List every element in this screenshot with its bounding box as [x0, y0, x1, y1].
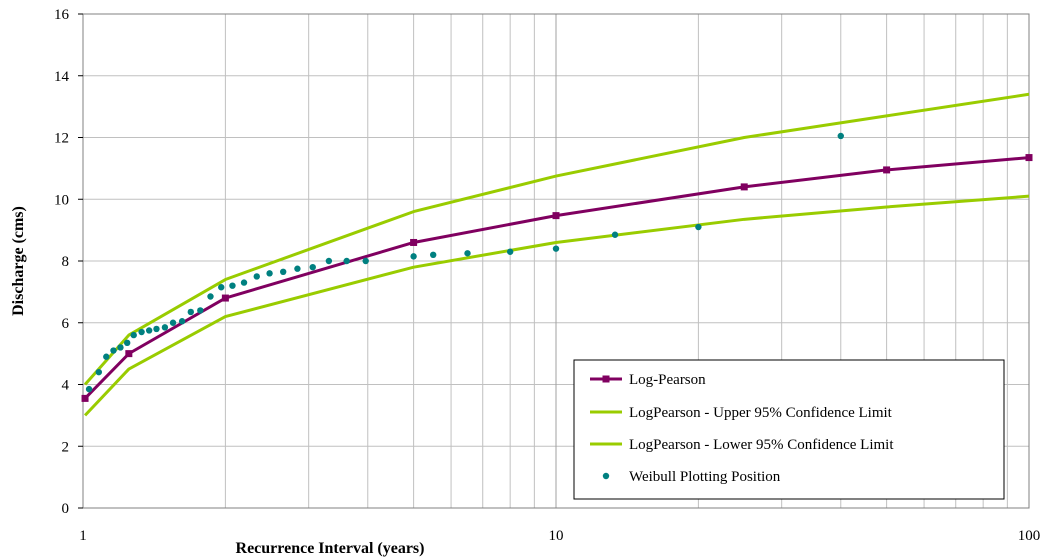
data-point	[553, 245, 559, 251]
x-axis-title: Recurrence Interval (years)	[236, 540, 425, 557]
legend-marker-log-pearson	[603, 376, 610, 383]
data-point	[222, 295, 229, 302]
data-point	[326, 258, 332, 264]
y-tick-label: 8	[62, 254, 70, 270]
x-axis: 1 10 100	[79, 528, 1040, 544]
legend-label-weibull: Weibull Plotting Position	[629, 469, 781, 485]
data-point	[266, 270, 272, 276]
y-tick-label: 16	[54, 7, 70, 23]
data-point	[344, 258, 350, 264]
data-point	[254, 273, 260, 279]
data-point	[131, 332, 137, 338]
data-point	[86, 386, 92, 392]
data-point	[103, 354, 109, 360]
y-tick-label: 10	[54, 192, 69, 208]
data-point	[430, 252, 436, 258]
legend-label-lower-limit: LogPearson - Lower 95% Confidence Limit	[629, 437, 894, 453]
y-axis: 0 2 4 6 8 10 12 14 16	[54, 7, 83, 517]
data-point	[197, 307, 203, 313]
x-tick-label: 1	[79, 528, 87, 544]
data-point	[363, 258, 369, 264]
y-axis-title: Discharge (cms)	[10, 206, 27, 316]
data-point	[218, 284, 224, 290]
data-point	[179, 318, 185, 324]
data-point	[695, 224, 701, 230]
data-point	[207, 293, 213, 299]
data-point	[229, 283, 235, 289]
data-point	[110, 347, 116, 353]
data-point	[82, 395, 89, 402]
data-point	[410, 239, 417, 246]
data-point	[507, 249, 513, 255]
y-tick-label: 2	[62, 439, 70, 455]
series-weibull	[86, 133, 844, 393]
data-point	[153, 326, 159, 332]
data-point	[1026, 154, 1033, 161]
data-point	[96, 369, 102, 375]
data-point	[125, 350, 132, 357]
data-point	[612, 232, 618, 238]
data-point	[280, 269, 286, 275]
x-tick-label: 100	[1018, 528, 1041, 544]
data-point	[883, 166, 890, 173]
data-point	[117, 344, 123, 350]
data-point	[146, 327, 152, 333]
legend-label-log-pearson: Log-Pearson	[629, 372, 706, 388]
data-point	[138, 329, 144, 335]
y-tick-label: 0	[62, 501, 70, 517]
y-tick-label: 6	[62, 316, 70, 332]
y-tick-label: 4	[62, 378, 70, 394]
data-point	[124, 340, 130, 346]
data-point	[838, 133, 844, 139]
y-tick-label: 12	[54, 131, 69, 147]
x-tick-label: 10	[549, 528, 564, 544]
legend: Log-Pearson LogPearson - Upper 95% Confi…	[574, 360, 1004, 499]
data-point	[170, 320, 176, 326]
data-point	[464, 250, 470, 256]
y-tick-label: 14	[54, 69, 70, 85]
legend-label-upper-limit: LogPearson - Upper 95% Confidence Limit	[629, 405, 893, 421]
data-point	[410, 253, 416, 259]
data-point	[553, 212, 560, 219]
legend-marker-weibull	[603, 473, 609, 479]
data-point	[162, 324, 168, 330]
data-point	[310, 264, 316, 270]
data-point	[188, 309, 194, 315]
data-point	[241, 279, 247, 285]
data-point	[741, 183, 748, 190]
data-point	[294, 266, 300, 272]
